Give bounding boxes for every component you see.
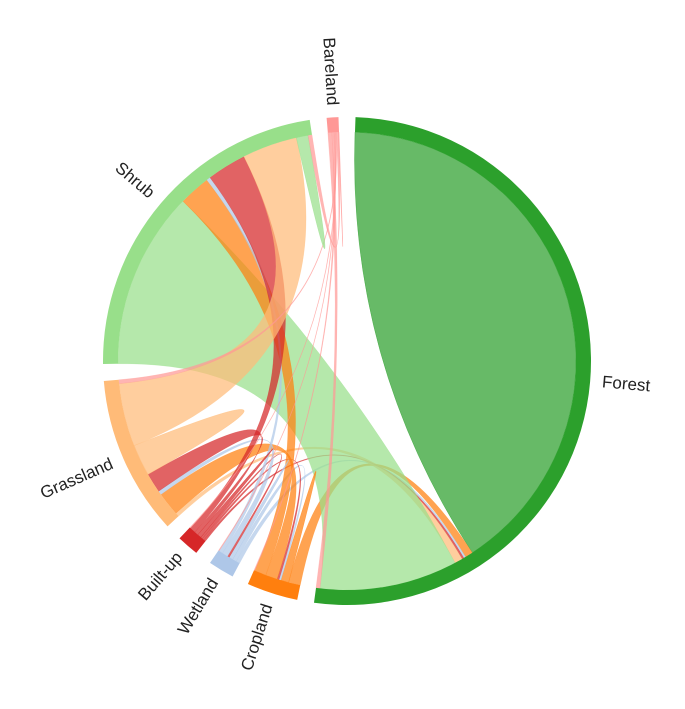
group-arc: [210, 550, 240, 577]
group-label: Cropland: [237, 601, 276, 673]
group-arc: [326, 117, 340, 133]
chord: [189, 132, 337, 529]
group-label: Forest: [601, 372, 651, 395]
group-label: Built-up: [134, 548, 186, 604]
group-arc: [179, 527, 206, 553]
chord: [295, 135, 326, 250]
chord: [197, 448, 274, 538]
group-label: Shrub: [112, 158, 159, 202]
chord: [315, 132, 338, 589]
group-arc: [247, 570, 301, 600]
group-arc: [103, 119, 312, 364]
group-label: Wetland: [174, 575, 222, 638]
group-label: Grassland: [37, 454, 116, 503]
chords: [117, 131, 577, 591]
chord: [253, 132, 336, 571]
chord: [337, 131, 344, 247]
group-label: Bareland: [319, 37, 342, 106]
chord: [133, 409, 245, 475]
group-arc: [103, 379, 179, 527]
